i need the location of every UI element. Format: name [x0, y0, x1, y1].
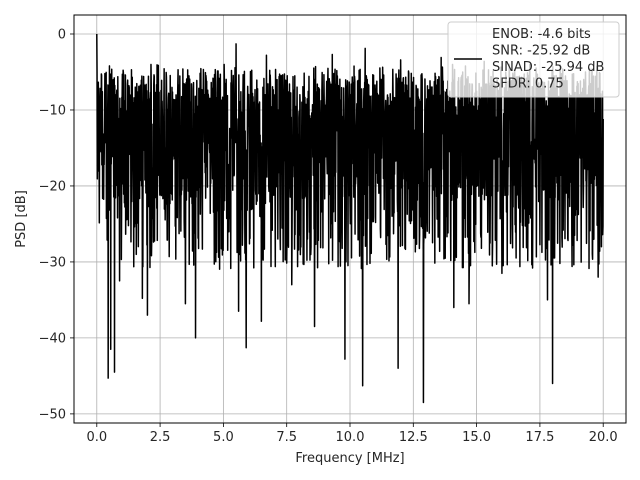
y-tick-label: −30	[39, 255, 66, 270]
plot-area	[96, 33, 604, 404]
x-tick-label: 2.5	[150, 430, 171, 445]
y-tick-label: −40	[39, 331, 66, 346]
x-axis-label: Frequency [MHz]	[295, 451, 404, 466]
x-tick-label: 15.0	[462, 430, 491, 445]
y-tick-label: −10	[39, 103, 66, 118]
y-tick-label: 0	[58, 27, 66, 42]
legend-enob: ENOB: -4.6 bits	[492, 27, 591, 42]
x-tick-label: 17.5	[525, 430, 554, 445]
y-axis-label: PSD [dB]	[14, 190, 29, 248]
legend-box	[447, 21, 620, 98]
x-tick-label: 5.0	[213, 430, 234, 445]
x-tick-label: 7.5	[276, 430, 297, 445]
y-tick-label: −20	[39, 179, 66, 194]
y-tick-label: −50	[39, 407, 66, 422]
legend: ENOB: -4.6 bits SNR: -25.92 dB SINAD: -2…	[447, 21, 620, 98]
y-axis-ticks: 0 −10 −20 −30 −40 −50	[39, 27, 74, 422]
x-tick-label: 0.0	[86, 430, 107, 445]
x-axis-ticks: 0.0 2.5 5.0 7.5 10.0 12.5 15.0 17.5 20.0	[86, 423, 618, 445]
x-tick-label: 12.5	[399, 430, 428, 445]
x-tick-label: 10.0	[336, 430, 365, 445]
legend-snr: SNR: -25.92 dB	[492, 44, 590, 59]
psd-series-line	[96, 33, 604, 404]
legend-sinad: SINAD: -25.94 dB	[492, 60, 604, 75]
legend-sfdr: SFDR: 0.75	[492, 77, 564, 92]
x-tick-label: 20.0	[589, 430, 618, 445]
